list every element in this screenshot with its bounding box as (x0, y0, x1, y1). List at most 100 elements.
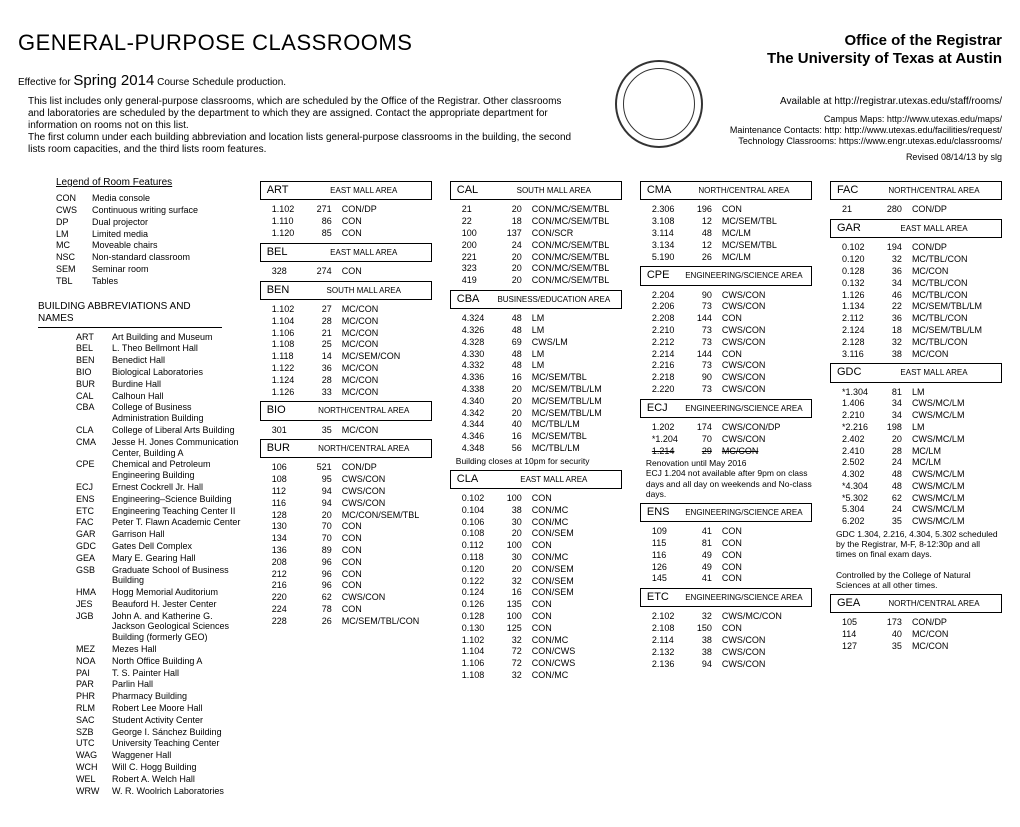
room-row: 3.11448MC/LM (640, 228, 812, 239)
room-row: 5.19026MC/LM (640, 252, 812, 263)
building-header: GDCEAST MALL AREA (830, 363, 1002, 382)
building-header: ARTEAST MALL AREA (260, 181, 432, 200)
abbr-row: BURBurdine Hall (38, 379, 242, 390)
room-row: 4.32448LM (450, 313, 622, 324)
room-row: 1.10232CON/MC (450, 635, 622, 646)
building-note: GDC 1.304, 2.216, 4.304, 5.302 scheduled… (830, 529, 1002, 590)
abbr-row: JGBJohn A. and Katherine G. Jackson Geol… (38, 611, 242, 643)
abbr-row: WELRobert A. Welch Hall (38, 774, 242, 785)
room-row: 2.20673CWS/CON (640, 301, 812, 312)
room-row: 6.20235CWS/MC/LM (830, 516, 1002, 527)
room-row: 12735MC/CON (830, 641, 1002, 652)
room-row: 2.21034CWS/MC/LM (830, 410, 1002, 421)
room-row: 1.11814MC/SEM/CON (260, 351, 432, 362)
room-row: 2.208144CON (640, 313, 812, 324)
abbr-row: ECJErnest Cockrell Jr. Hall (38, 482, 242, 493)
room-row: 1.13422MC/SEM/TBL/LM (830, 301, 1002, 312)
abbr-row: PARParlin Hall (38, 679, 242, 690)
room-row: 11581CON (640, 538, 812, 549)
room-row: 1.10672CON/CWS (450, 658, 622, 669)
room-row: 22478CON (260, 604, 432, 615)
abbr-row: BELL. Theo Bellmont Hall (38, 343, 242, 354)
room-row: 22120CON/MC/SEM/TBL (450, 252, 622, 263)
room-row: 2.13694CWS/CON (640, 659, 812, 670)
room-row: 0.12020CON/SEM (450, 564, 622, 575)
abbr-row: PAIT. S. Painter Hall (38, 668, 242, 679)
building-header: CPEENGINEERING/SCIENCE AREA (640, 266, 812, 285)
abbr-row: JESBeauford H. Jester Center (38, 599, 242, 610)
room-row: 14541CON (640, 573, 812, 584)
room-row: 20024CON/MC/SEM/TBL (450, 240, 622, 251)
abbr-row: MEZMezes Hall (38, 644, 242, 655)
legend-row: TBLTables (18, 276, 242, 287)
abbr-row: GEAMary E. Gearing Hall (38, 553, 242, 564)
room-row: 1.40634CWS/MC/LM (830, 398, 1002, 409)
room-row: 11694CWS/CON (260, 498, 432, 509)
room-row: 1.10227MC/CON (260, 304, 432, 315)
room-row: 0.102100CON (450, 493, 622, 504)
room-row: 1.12236MC/CON (260, 363, 432, 374)
room-row: 2.50224MC/LM (830, 457, 1002, 468)
room-row: 106521CON/DP (260, 462, 432, 473)
room-row: 2.21273CWS/CON (640, 337, 812, 348)
room-row: 0.126135CON (450, 599, 622, 610)
room-row: 22062CWS/CON (260, 592, 432, 603)
room-row: 41920CON/MC/SEM/TBL (450, 275, 622, 286)
room-row: 0.11830CON/MC (450, 552, 622, 563)
room-row: 1.102271CON/DP (260, 204, 432, 215)
room-row: 21296CON (260, 569, 432, 580)
legend-row: DPDual projector (18, 217, 242, 228)
page-title: GENERAL-PURPOSE CLASSROOMS (18, 30, 767, 56)
abbr-row: CBACollege of Business Administration Bu… (38, 402, 242, 424)
room-row: 4.33048LM (450, 349, 622, 360)
abbr-row: HMAHogg Memorial Auditorium (38, 587, 242, 598)
room-row: 4.33616MC/SEM/TBL (450, 372, 622, 383)
abbr-row: CMAJesse H. Jones Communication Center, … (38, 437, 242, 459)
room-row: 3.10812MC/SEM/TBL (640, 216, 812, 227)
room-row: 0.128100CON (450, 611, 622, 622)
abbr-row: GDCGates Dell Complex (38, 541, 242, 552)
room-row: 2218CON/MC/SEM/TBL (450, 216, 622, 227)
room-row: 2.20490CWS/CON (640, 290, 812, 301)
room-row: 11440MC/CON (830, 629, 1002, 640)
room-row: *2.216198LM (830, 422, 1002, 433)
building-note: Building closes at 10pm for security (450, 456, 622, 466)
room-row: 0.12032MC/TBL/CON (830, 254, 1002, 265)
room-row: 1.10832CON/MC (450, 670, 622, 681)
room-row: 328274CON (260, 266, 432, 277)
room-row: 21696CON (260, 580, 432, 591)
room-row: 1.12085CON (260, 228, 432, 239)
room-row: 13070CON (260, 521, 432, 532)
room-row: 105173CON/DP (830, 617, 1002, 628)
room-row: 0.12232CON/SEM (450, 576, 622, 587)
building-header: ENSENGINEERING/SCIENCE AREA (640, 503, 812, 522)
building-header: ECJENGINEERING/SCIENCE AREA (640, 399, 812, 418)
office-title: Office of the Registrar (767, 32, 1002, 50)
abbr-row: SACStudent Activity Center (38, 715, 242, 726)
room-row: 1.10825MC/CON (260, 339, 432, 350)
abbr-row: ENSEngineering–Science Building (38, 494, 242, 505)
abbr-row: SZBGeorge I. Sánchez Building (38, 727, 242, 738)
building-header: CMANORTH/CENTRAL AREA (640, 181, 812, 200)
abbr-row: BENBenedict Hall (38, 355, 242, 366)
abbr-row: WRWW. R. Woolrich Laboratories (38, 786, 242, 797)
room-row: 0.130125CON (450, 623, 622, 634)
building-header: BIONORTH/CENTRAL AREA (260, 401, 432, 420)
room-row: 0.12836MC/CON (830, 266, 1002, 277)
room-row: 1.11086CON (260, 216, 432, 227)
legend-row: CWSContinuous writing surface (18, 205, 242, 216)
legend-title: Legend of Room Features (18, 177, 242, 189)
room-row: 0.12416CON/SEM (450, 587, 622, 598)
room-row: 1.12646MC/TBL/CON (830, 290, 1002, 301)
room-row: 11649CON (640, 550, 812, 561)
room-row: 3.13412MC/SEM/TBL (640, 240, 812, 251)
room-row: 2.306196CON (640, 204, 812, 215)
room-row: 4.34440MC/TBL/LM (450, 419, 622, 430)
university-title: The University of Texas at Austin (767, 50, 1002, 68)
room-row: 2.12832MC/TBL/CON (830, 337, 1002, 348)
room-row: 2.12418MC/SEM/TBL/LM (830, 325, 1002, 336)
abbr-row: CLACollege of Liberal Arts Building (38, 425, 242, 436)
room-row: 0.102194CON/DP (830, 242, 1002, 253)
room-row: 4.33820MC/SEM/TBL/LM (450, 384, 622, 395)
room-row: 2.21890CWS/CON (640, 372, 812, 383)
